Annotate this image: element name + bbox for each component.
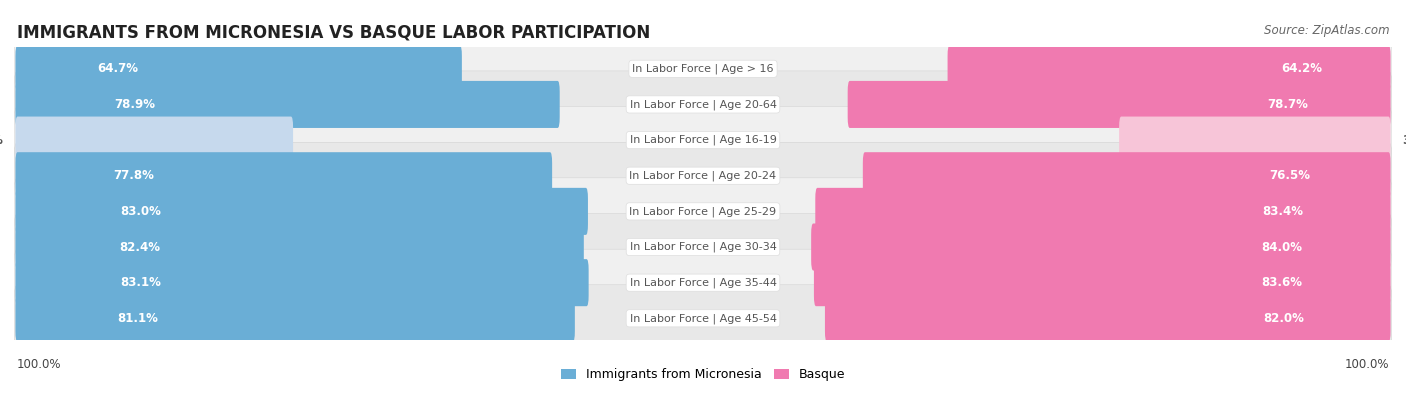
Text: 83.0%: 83.0% <box>120 205 160 218</box>
FancyBboxPatch shape <box>14 71 1392 138</box>
Text: 39.3%: 39.3% <box>1402 134 1406 147</box>
Legend: Immigrants from Micronesia, Basque: Immigrants from Micronesia, Basque <box>555 363 851 386</box>
Text: In Labor Force | Age 20-64: In Labor Force | Age 20-64 <box>630 99 776 110</box>
FancyBboxPatch shape <box>14 142 1392 209</box>
Text: 83.1%: 83.1% <box>120 276 160 289</box>
FancyBboxPatch shape <box>14 249 1392 316</box>
Text: In Labor Force | Age 35-44: In Labor Force | Age 35-44 <box>630 277 776 288</box>
FancyBboxPatch shape <box>14 285 1392 352</box>
FancyBboxPatch shape <box>14 35 1392 102</box>
FancyBboxPatch shape <box>14 178 1392 245</box>
Text: 100.0%: 100.0% <box>17 358 62 371</box>
Text: 83.6%: 83.6% <box>1261 276 1302 289</box>
FancyBboxPatch shape <box>948 45 1391 92</box>
Text: In Labor Force | Age > 16: In Labor Force | Age > 16 <box>633 64 773 74</box>
FancyBboxPatch shape <box>14 107 1392 173</box>
FancyBboxPatch shape <box>815 188 1391 235</box>
Text: In Labor Force | Age 25-29: In Labor Force | Age 25-29 <box>630 206 776 216</box>
Text: In Labor Force | Age 20-24: In Labor Force | Age 20-24 <box>630 171 776 181</box>
FancyBboxPatch shape <box>15 117 292 164</box>
Text: Source: ZipAtlas.com: Source: ZipAtlas.com <box>1264 24 1389 37</box>
FancyBboxPatch shape <box>15 188 588 235</box>
Text: 64.2%: 64.2% <box>1282 62 1323 75</box>
Text: 82.4%: 82.4% <box>120 241 160 254</box>
Text: 77.8%: 77.8% <box>114 169 155 182</box>
Text: 78.7%: 78.7% <box>1267 98 1308 111</box>
Text: In Labor Force | Age 16-19: In Labor Force | Age 16-19 <box>630 135 776 145</box>
FancyBboxPatch shape <box>15 81 560 128</box>
Text: 83.4%: 83.4% <box>1261 205 1303 218</box>
FancyBboxPatch shape <box>15 152 553 199</box>
FancyBboxPatch shape <box>15 224 583 271</box>
Text: 82.0%: 82.0% <box>1264 312 1305 325</box>
FancyBboxPatch shape <box>15 259 589 306</box>
FancyBboxPatch shape <box>814 259 1391 306</box>
FancyBboxPatch shape <box>15 295 575 342</box>
Text: 84.0%: 84.0% <box>1261 241 1302 254</box>
Text: 76.5%: 76.5% <box>1270 169 1310 182</box>
Text: 100.0%: 100.0% <box>1344 358 1389 371</box>
Text: In Labor Force | Age 30-34: In Labor Force | Age 30-34 <box>630 242 776 252</box>
Text: IMMIGRANTS FROM MICRONESIA VS BASQUE LABOR PARTICIPATION: IMMIGRANTS FROM MICRONESIA VS BASQUE LAB… <box>17 24 650 42</box>
FancyBboxPatch shape <box>14 214 1392 280</box>
FancyBboxPatch shape <box>863 152 1391 199</box>
FancyBboxPatch shape <box>1119 117 1391 164</box>
Text: 78.9%: 78.9% <box>115 98 156 111</box>
Text: In Labor Force | Age 45-54: In Labor Force | Age 45-54 <box>630 313 776 324</box>
FancyBboxPatch shape <box>15 45 461 92</box>
FancyBboxPatch shape <box>848 81 1391 128</box>
Text: 81.1%: 81.1% <box>118 312 159 325</box>
Text: 40.2%: 40.2% <box>0 134 4 147</box>
FancyBboxPatch shape <box>825 295 1391 342</box>
Text: 64.7%: 64.7% <box>97 62 138 75</box>
FancyBboxPatch shape <box>811 224 1391 271</box>
